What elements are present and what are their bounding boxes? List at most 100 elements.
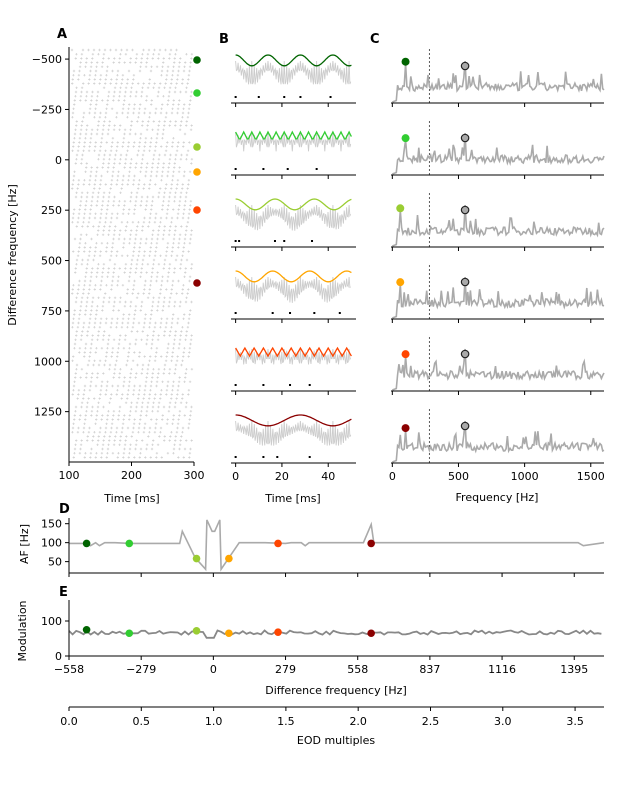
spike-dot <box>308 456 311 458</box>
spike-dot <box>262 384 265 386</box>
x-tick-label: 279 <box>275 663 296 676</box>
y-tick-label: 150 <box>41 518 62 531</box>
spike-dot <box>234 312 237 314</box>
y-tick-label: 50 <box>48 556 62 569</box>
x-tick-label: 837 <box>419 663 440 676</box>
eod-axis-xlabel: EOD multiples <box>297 734 375 747</box>
x-tick-label: 20 <box>275 470 289 483</box>
spike-dot <box>234 96 237 98</box>
panel-b-xlabel: Time [ms] <box>264 492 320 505</box>
envelope-line <box>235 198 352 211</box>
panel-label-e: E <box>59 585 68 600</box>
panel-label-c: C <box>370 32 380 47</box>
y-tick-label: 750 <box>41 305 62 318</box>
spike-dot <box>283 96 286 98</box>
y-tick-label: 250 <box>41 204 62 217</box>
af-marker <box>125 539 134 548</box>
carrier-trace <box>235 276 351 303</box>
spectrum-line <box>392 132 605 175</box>
modulation-marker <box>192 627 201 635</box>
carrier-trace <box>235 420 352 446</box>
x-tick-label: 0 <box>389 470 396 483</box>
eod-peak-marker <box>460 421 470 431</box>
spike-dot <box>283 240 286 242</box>
df-marker <box>193 89 201 97</box>
df-marker <box>193 206 201 214</box>
spike-dot <box>257 96 260 98</box>
x-tick-label: 2.5 <box>422 715 440 728</box>
x-tick-label: 200 <box>121 469 142 482</box>
x-tick-label: −279 <box>126 663 156 676</box>
spike-dot <box>262 168 265 170</box>
x-tick-label: 0.5 <box>133 715 151 728</box>
spike-dot <box>338 312 341 314</box>
spike-dot <box>329 96 332 98</box>
x-tick-label: 3.5 <box>566 715 584 728</box>
eod-multiples-axis: 0.0 0.5 1.0 1.5 2.0 2.5 3.0 3.5 <box>60 706 604 728</box>
modulation-marker <box>125 629 134 638</box>
panel-label-a: A <box>57 27 67 42</box>
spectrum-line <box>392 60 605 103</box>
af-marker <box>225 554 233 563</box>
spike-dot <box>234 168 237 170</box>
spike-dot <box>273 240 276 242</box>
x-tick-label: 1.5 <box>277 715 295 728</box>
x-tick-label: 0.0 <box>60 715 78 728</box>
panel-d-ylabel: AF [Hz] <box>18 524 31 564</box>
x-tick-label: 100 <box>59 469 80 482</box>
af-marker <box>274 539 282 548</box>
spike-dot <box>311 240 314 242</box>
panel-e-xlabel: Difference frequency [Hz] <box>265 684 407 697</box>
envelope-line <box>235 54 352 67</box>
spectrum-line <box>392 204 605 247</box>
spectrum-line <box>392 420 605 463</box>
modulation-marker <box>274 628 282 636</box>
envelope-line <box>235 130 352 140</box>
af-peak-marker <box>401 134 410 143</box>
carrier-trace <box>235 204 352 231</box>
panel-c-xlabel: Frequency [Hz] <box>456 491 539 504</box>
modulation-marker <box>225 629 233 638</box>
spike-dot <box>286 168 289 170</box>
spike-dot <box>234 384 237 386</box>
modulation-marker <box>82 625 91 634</box>
df-marker <box>193 143 201 151</box>
panel-a-ylabel: Difference frequency [Hz] <box>6 184 19 326</box>
spike-dot <box>289 312 292 314</box>
panel-d: 50 100 150 <box>41 518 605 577</box>
panel-e-ylabel: Modulation <box>16 600 29 661</box>
eod-peak-marker <box>460 61 470 71</box>
x-tick-label: 1395 <box>560 663 588 676</box>
af-peak-marker <box>401 424 410 433</box>
df-marker <box>193 56 201 64</box>
carrier-trace <box>235 60 352 85</box>
x-tick-label: 40 <box>321 470 335 483</box>
af-line <box>69 519 605 572</box>
x-tick-label: 300 <box>184 469 205 482</box>
envelope-line <box>235 346 352 358</box>
spectrum-line <box>392 348 605 391</box>
spike-dot <box>315 168 318 170</box>
spike-raster <box>70 48 194 459</box>
af-peak-marker <box>396 278 405 287</box>
panel-a-xlabel: Time [ms] <box>103 492 159 505</box>
eod-peak-marker <box>460 133 470 143</box>
y-tick-label: 100 <box>41 615 62 628</box>
spike-dot <box>238 240 241 242</box>
af-peak-marker <box>396 204 405 213</box>
y-tick-label: 0 <box>55 650 62 663</box>
envelope-line <box>235 414 352 427</box>
panel-a: −500 −250 0 250 500 750 1000 1250 100 200 300 <box>32 47 205 482</box>
x-tick-label: 558 <box>347 663 368 676</box>
carrier-trace <box>235 348 352 365</box>
y-tick-label: −250 <box>32 103 62 116</box>
spike-dot <box>308 384 311 386</box>
df-marker <box>193 279 201 287</box>
x-tick-label: 2.0 <box>349 715 367 728</box>
y-tick-label: −500 <box>32 53 62 66</box>
y-tick-label: 1250 <box>34 406 62 419</box>
panel-label-b: B <box>219 32 229 47</box>
x-tick-label: 1000 <box>511 470 539 483</box>
modulation-line <box>68 629 602 639</box>
